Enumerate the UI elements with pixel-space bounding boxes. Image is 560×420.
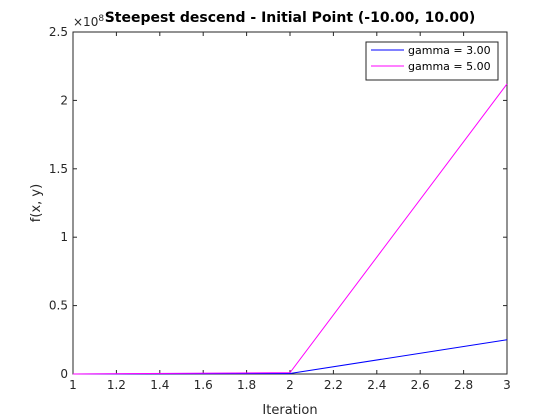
chart-title: Steepest descend - Initial Point (-10.00… [105,10,476,26]
legend: gamma = 3.00 gamma = 5.00 [365,41,499,81]
y-tick-label: 0 [60,367,68,381]
x-tick-label: 2.6 [411,378,430,392]
x-tick-label: 1 [69,378,77,392]
y-tick-label: 0.5 [49,299,68,313]
y-tick-label: 1.5 [49,162,68,176]
y-multiplier-base: ×10 [73,15,98,29]
y-tick-label: 2 [60,93,68,107]
x-tick-label: 2.4 [367,378,386,392]
legend-box [365,41,499,81]
x-tick-label: 2.8 [454,378,473,392]
x-tick-label: 1.6 [194,378,213,392]
y-axis: 0 0.5 1 1.5 2 2.5 [49,25,507,381]
x-tick-label: 1.2 [107,378,126,392]
x-axis: 1 1.2 1.4 1.6 1.8 2 2.2 2.4 2.6 2.8 3 [69,32,511,392]
series-layer [72,83,508,375]
y-tick-label: 2.5 [49,25,68,39]
y-axis-label: f(x, y) [29,184,44,222]
y-multiplier-exponent: 8 [98,14,104,24]
plot-frame [72,31,508,375]
x-axis-label: Iteration [262,403,317,418]
x-tick-label: 1.4 [150,378,169,392]
legend-label-1: gamma = 3.00 [408,44,491,57]
x-tick-label: 3 [503,378,511,392]
y-multiplier: ×108 [73,14,104,29]
x-tick-label: 2 [286,378,294,392]
x-tick-label: 2.2 [324,378,343,392]
x-tick-label: 1.8 [237,378,256,392]
series-line-2 [72,83,508,375]
y-tick-label: 1 [60,230,68,244]
plot-area [72,31,508,375]
legend-label-2: gamma = 5.00 [408,60,491,73]
